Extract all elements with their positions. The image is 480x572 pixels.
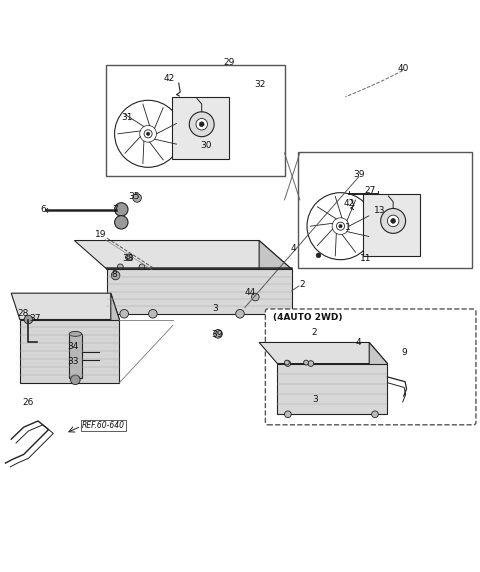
Circle shape — [126, 254, 132, 261]
Text: 7: 7 — [112, 205, 118, 214]
Text: REF.60-640: REF.60-640 — [82, 421, 125, 430]
Circle shape — [339, 224, 342, 228]
Text: 8: 8 — [111, 271, 117, 280]
Circle shape — [118, 264, 123, 270]
Circle shape — [391, 219, 396, 223]
Text: 9: 9 — [401, 348, 407, 356]
Polygon shape — [259, 241, 292, 314]
Circle shape — [144, 130, 152, 138]
Text: 4: 4 — [356, 338, 361, 347]
Circle shape — [189, 112, 214, 137]
Circle shape — [199, 122, 204, 126]
Text: 27: 27 — [364, 186, 376, 195]
Circle shape — [115, 202, 128, 216]
Polygon shape — [74, 241, 292, 269]
Circle shape — [214, 329, 222, 338]
Circle shape — [285, 411, 291, 418]
Text: 3: 3 — [312, 395, 318, 404]
Text: 38: 38 — [123, 254, 134, 263]
Bar — [277, 364, 387, 414]
Bar — [299, 152, 472, 268]
Bar — [20, 320, 120, 383]
Text: 33: 33 — [68, 357, 79, 366]
Text: 44: 44 — [245, 288, 256, 297]
Text: 30: 30 — [201, 141, 212, 150]
Circle shape — [381, 208, 406, 233]
Bar — [363, 194, 420, 256]
Text: 6: 6 — [40, 205, 46, 214]
Text: 2: 2 — [312, 328, 317, 337]
Ellipse shape — [69, 331, 82, 336]
Circle shape — [146, 132, 150, 136]
Bar — [69, 334, 82, 378]
Text: 35: 35 — [128, 192, 140, 201]
Text: 19: 19 — [96, 231, 107, 239]
Circle shape — [120, 309, 129, 318]
Text: 4: 4 — [291, 244, 297, 253]
Circle shape — [236, 309, 244, 318]
Polygon shape — [111, 293, 120, 383]
Text: 3: 3 — [212, 304, 218, 313]
Circle shape — [252, 293, 259, 301]
Text: 28: 28 — [17, 309, 28, 318]
Circle shape — [336, 222, 345, 230]
Text: 1: 1 — [345, 223, 351, 232]
Circle shape — [308, 361, 314, 367]
Circle shape — [196, 118, 207, 130]
FancyBboxPatch shape — [265, 309, 476, 425]
Polygon shape — [11, 293, 120, 320]
Text: 34: 34 — [68, 342, 79, 351]
Circle shape — [304, 360, 309, 365]
Circle shape — [24, 315, 33, 324]
Text: 40: 40 — [398, 63, 409, 73]
Polygon shape — [259, 343, 387, 364]
Circle shape — [316, 253, 321, 258]
Text: 39: 39 — [353, 170, 364, 180]
Text: 31: 31 — [122, 113, 133, 122]
Text: 2: 2 — [300, 280, 305, 289]
Bar — [107, 269, 292, 314]
Bar — [106, 65, 286, 176]
Text: 37: 37 — [29, 313, 41, 323]
Text: 39: 39 — [211, 330, 223, 339]
Text: 26: 26 — [22, 398, 34, 407]
Circle shape — [149, 309, 157, 318]
Circle shape — [139, 264, 145, 270]
Circle shape — [285, 361, 291, 367]
Polygon shape — [369, 343, 387, 414]
Circle shape — [111, 271, 120, 280]
Text: 42: 42 — [344, 199, 355, 208]
Circle shape — [372, 411, 378, 418]
Text: (4AUTO 2WD): (4AUTO 2WD) — [273, 313, 342, 322]
Bar — [172, 97, 228, 159]
Circle shape — [115, 216, 128, 229]
Text: 29: 29 — [224, 58, 235, 67]
Circle shape — [71, 375, 80, 384]
Text: 11: 11 — [360, 254, 371, 263]
Text: 42: 42 — [164, 74, 175, 84]
Text: 13: 13 — [374, 206, 385, 215]
Circle shape — [387, 215, 399, 227]
Circle shape — [133, 194, 142, 202]
Circle shape — [285, 360, 289, 365]
Text: 32: 32 — [254, 81, 266, 89]
